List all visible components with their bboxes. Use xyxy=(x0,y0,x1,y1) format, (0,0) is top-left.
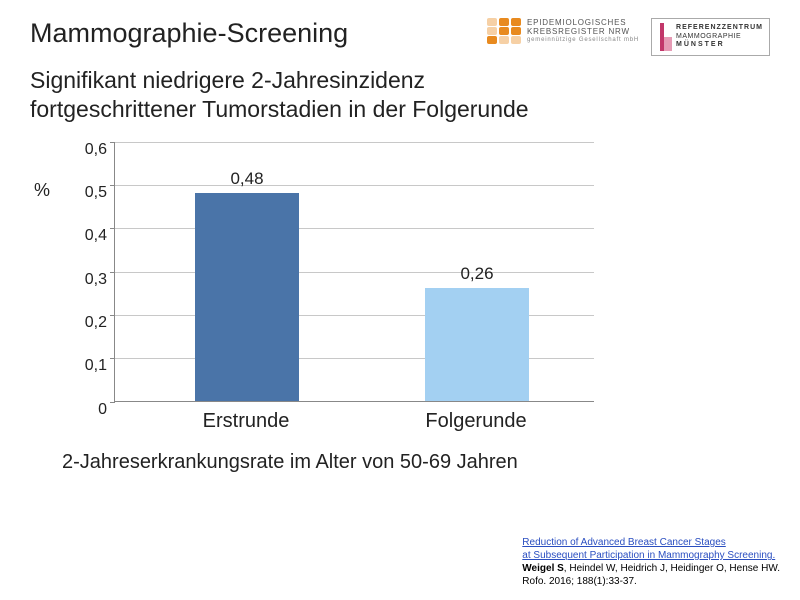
logo-referenzzentrum-mark xyxy=(658,23,672,51)
bar-value-label: 0,48 xyxy=(195,169,299,189)
citation-authors: Weigel S, Heindel W, Heidrich J, Heiding… xyxy=(522,562,780,575)
x-axis-label: Erstrunde xyxy=(166,410,326,433)
subtitle: Signifikant niedrigere 2-Jahresinzidenz … xyxy=(30,66,770,124)
logo2-line1: REFERENZZENTRUM xyxy=(676,24,763,32)
logo1-tagline: gemeinnützige Gesellschaft mbH xyxy=(527,37,639,44)
y-tick-label: 0,2 xyxy=(67,314,107,332)
citation-author-bold: Weigel S xyxy=(522,563,564,574)
grid-line xyxy=(115,142,594,143)
logo-krebsregister: EPIDEMIOLOGISCHES KREBSREGISTER NRW geme… xyxy=(487,18,639,44)
bar-chart: % 00,10,20,30,40,50,60,480,26 ErstrundeF… xyxy=(70,134,630,449)
y-tick-mark xyxy=(110,185,115,186)
y-tick-label: 0,3 xyxy=(67,271,107,289)
plot-area: 00,10,20,30,40,50,60,480,26 xyxy=(114,142,594,402)
subtitle-line2: fortgeschrittener Tumorstadien in der Fo… xyxy=(30,96,529,122)
slide: Mammographie-Screening EPIDEMIOLOGISCHES… xyxy=(0,0,800,600)
chart-caption: 2-Jahreserkrankungsrate im Alter von 50-… xyxy=(62,451,770,474)
bar: 0,48 xyxy=(195,193,299,401)
y-tick-label: 0,4 xyxy=(67,227,107,245)
citation-journal: Rofo. 2016; 188(1):33-37. xyxy=(522,575,780,588)
logo-referenzzentrum: REFERENZZENTRUM MAMMOGRAPHIE MÜNSTER xyxy=(651,18,770,56)
y-tick-label: 0,6 xyxy=(67,141,107,159)
y-tick-label: 0 xyxy=(67,401,107,419)
logo2-line2: MAMMOGRAPHIE xyxy=(676,33,763,41)
bar: 0,26 xyxy=(425,288,529,401)
logo2-line3: MÜNSTER xyxy=(676,41,763,49)
grid-line xyxy=(115,185,594,186)
x-axis-label: Folgerunde xyxy=(396,410,556,433)
logo-group: EPIDEMIOLOGISCHES KREBSREGISTER NRW geme… xyxy=(487,18,770,56)
grid-line xyxy=(115,228,594,229)
y-tick-mark xyxy=(110,142,115,143)
header-row: Mammographie-Screening EPIDEMIOLOGISCHES… xyxy=(30,18,770,56)
y-tick-mark xyxy=(110,402,115,403)
y-tick-mark xyxy=(110,358,115,359)
citation-link-line1: Reduction of Advanced Breast Cancer Stag… xyxy=(522,536,780,549)
logo-krebsregister-mark xyxy=(487,18,521,44)
citation: Reduction of Advanced Breast Cancer Stag… xyxy=(522,536,780,588)
logo-krebsregister-text: EPIDEMIOLOGISCHES KREBSREGISTER NRW geme… xyxy=(527,19,639,43)
y-tick-label: 0,5 xyxy=(67,184,107,202)
y-tick-mark xyxy=(110,315,115,316)
y-tick-mark xyxy=(110,228,115,229)
y-tick-mark xyxy=(110,272,115,273)
y-axis-unit: % xyxy=(34,180,50,201)
logo-referenzzentrum-text: REFERENZZENTRUM MAMMOGRAPHIE MÜNSTER xyxy=(676,24,763,49)
subtitle-line1: Signifikant niedrigere 2-Jahresinzidenz xyxy=(30,67,425,93)
page-title: Mammographie-Screening xyxy=(30,18,348,49)
bar-value-label: 0,26 xyxy=(425,264,529,284)
citation-link-line2: at Subsequent Participation in Mammograp… xyxy=(522,549,780,562)
logo1-line2: KREBSREGISTER NRW xyxy=(527,28,639,37)
y-tick-label: 0,1 xyxy=(67,357,107,375)
